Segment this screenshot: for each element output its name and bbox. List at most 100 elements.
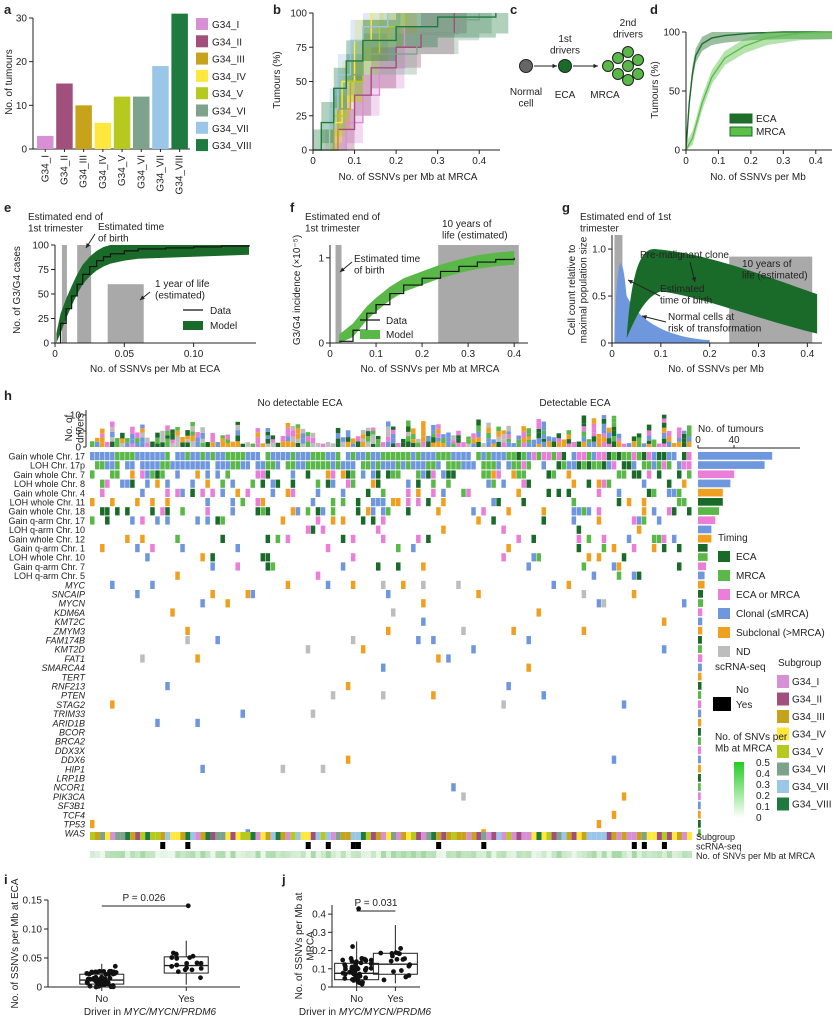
snv-cell bbox=[491, 851, 497, 858]
driver-bar-segment bbox=[646, 435, 652, 441]
subgroup-cell bbox=[491, 832, 497, 840]
subgroup-cell bbox=[551, 832, 557, 840]
snv-cell bbox=[626, 851, 632, 858]
heatmap-cell bbox=[551, 452, 557, 461]
driver-bar-segment bbox=[666, 436, 672, 442]
data-point bbox=[87, 983, 93, 989]
subgroup-cell bbox=[416, 832, 422, 840]
data-point bbox=[368, 957, 374, 963]
heatmap-cell bbox=[180, 507, 185, 516]
driver-bar-segment bbox=[676, 430, 682, 434]
data-point bbox=[89, 970, 94, 976]
heatmap-cell bbox=[365, 452, 371, 461]
subgroup-cell bbox=[586, 832, 592, 840]
heatmap-cell bbox=[471, 645, 476, 654]
driver-bar-segment bbox=[636, 433, 642, 438]
heatmap-cell bbox=[180, 544, 185, 553]
tumour-count-bar bbox=[698, 590, 704, 598]
heatmap-cell bbox=[601, 452, 607, 461]
driver-bar-segment bbox=[541, 426, 547, 431]
heatmap-cell bbox=[235, 488, 240, 497]
driver-bar-segment bbox=[120, 432, 125, 439]
heatmap-cell bbox=[225, 599, 230, 608]
heatmap-cell bbox=[120, 479, 125, 488]
snv-cell bbox=[631, 851, 637, 858]
y-tick-label: 10 bbox=[70, 411, 82, 422]
snv-cell bbox=[606, 851, 612, 858]
driver-bar-segment bbox=[135, 438, 140, 444]
heatmap-cell bbox=[160, 507, 165, 516]
driver-bar-segment bbox=[586, 439, 592, 443]
heatmap-cell bbox=[165, 479, 170, 488]
legend-label: MRCA bbox=[736, 571, 766, 582]
heatmap-cell bbox=[421, 562, 426, 571]
driver-bar-segment bbox=[551, 437, 557, 442]
driver-bar-segment bbox=[686, 436, 692, 442]
data-point bbox=[198, 975, 203, 981]
heatmap-cell bbox=[676, 488, 682, 497]
driver-bar-segment bbox=[421, 441, 426, 447]
heatmap-cell bbox=[501, 452, 506, 461]
driver-bar-segment bbox=[581, 436, 587, 442]
heatmap-cell bbox=[446, 452, 451, 461]
heatmap-cell bbox=[526, 452, 531, 461]
annotation-trimester: Estimated end of 1st trimester bbox=[580, 212, 671, 235]
data-point bbox=[342, 976, 348, 981]
subgroup-cell bbox=[456, 832, 462, 840]
y-tick-label: 0 bbox=[600, 339, 606, 350]
subgroup-cell bbox=[105, 832, 111, 840]
driver-bar-segment bbox=[345, 441, 351, 447]
heatmap-cell bbox=[621, 461, 627, 470]
driver-bar-segment bbox=[195, 437, 200, 442]
subgroup-cell bbox=[566, 832, 572, 840]
snv-cell bbox=[250, 851, 256, 858]
heatmap-cell bbox=[340, 516, 346, 525]
heatmap-cell bbox=[406, 498, 411, 507]
y-tick-label: 30 bbox=[16, 14, 28, 25]
heatmap-cell bbox=[416, 534, 421, 543]
driver-bar-segment bbox=[120, 443, 125, 447]
driver-bar-segment bbox=[335, 438, 341, 444]
driver-bar-segment bbox=[375, 443, 381, 447]
heatmap-cell bbox=[441, 498, 446, 507]
legend-label: G34_VIII bbox=[792, 800, 831, 811]
arrow-line bbox=[627, 279, 661, 297]
y-tick-label: 0.1 bbox=[312, 964, 326, 975]
tumour-count-bar bbox=[698, 672, 702, 681]
heatmap-cell bbox=[155, 516, 160, 525]
subgroup-cell bbox=[95, 832, 101, 840]
snv-cell bbox=[360, 851, 366, 858]
data-point bbox=[362, 967, 368, 973]
heatmap-cell bbox=[345, 470, 351, 479]
heatmap-cell bbox=[255, 507, 261, 516]
heatmap-cell bbox=[110, 470, 115, 479]
data-point bbox=[184, 960, 190, 966]
heatmap-cell bbox=[521, 479, 526, 488]
heatmap-cell bbox=[451, 470, 456, 479]
driver-bar-segment bbox=[135, 443, 140, 447]
row-label: TERT bbox=[62, 672, 87, 682]
data-point bbox=[107, 969, 112, 974]
subgroup-cell bbox=[626, 832, 632, 840]
heatmap-cell bbox=[165, 461, 170, 470]
row-label: TCF4 bbox=[63, 810, 86, 820]
heatmap-cell bbox=[260, 470, 266, 479]
driver-bar-segment bbox=[160, 436, 165, 443]
subgroup-cell bbox=[461, 832, 467, 840]
driver-bar-segment bbox=[646, 443, 652, 447]
driver-bar-segment bbox=[200, 427, 205, 433]
subgroup-cell bbox=[215, 832, 221, 840]
mrca-cell-icon bbox=[612, 68, 624, 80]
driver-bar-segment bbox=[295, 424, 301, 428]
heatmap-cell bbox=[656, 534, 662, 543]
heatmap-cell bbox=[426, 498, 431, 507]
data-point bbox=[406, 963, 412, 969]
snv-cell bbox=[125, 851, 131, 858]
row-label: BRCA2 bbox=[55, 737, 85, 747]
snv-cell bbox=[596, 851, 602, 858]
driver-bar-segment bbox=[140, 442, 145, 447]
data-point bbox=[93, 969, 98, 975]
heatmap-cell bbox=[205, 461, 210, 470]
arrow-head bbox=[86, 243, 91, 248]
driver-bar-segment bbox=[285, 441, 291, 447]
